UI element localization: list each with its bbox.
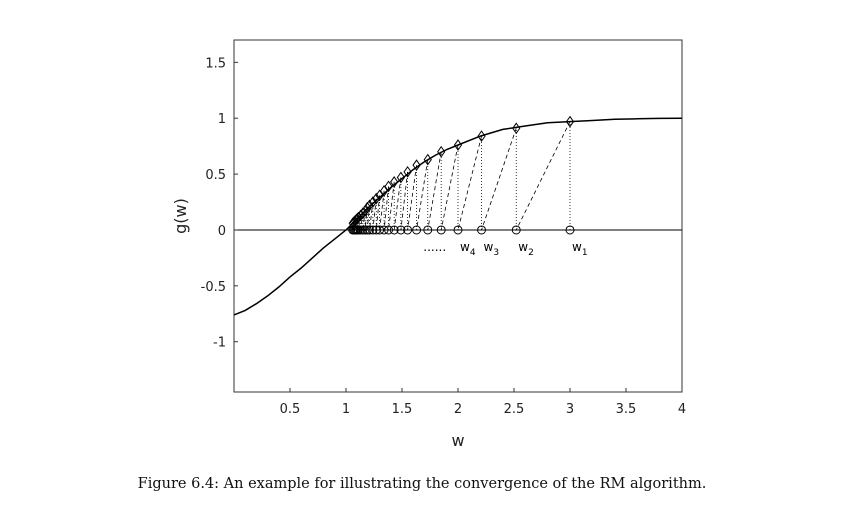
- update-dashed-line: [440, 144, 459, 231]
- iterate-label-base: w: [572, 240, 582, 254]
- g-value-marker: [356, 209, 365, 222]
- iterate-marker: [389, 225, 399, 235]
- g-value-marker: [412, 159, 421, 172]
- x-tick-label: 2.5: [504, 402, 525, 417]
- update-dashed-line: [400, 171, 408, 231]
- y-tick-label: 0.5: [205, 168, 226, 183]
- iterate-marker: [412, 225, 422, 235]
- iterate-marker: [384, 225, 394, 235]
- update-dashed-line: [383, 186, 389, 231]
- x-tick-label: 4: [678, 402, 686, 417]
- g-value-marker: [403, 165, 412, 178]
- iterate-marker: [436, 225, 446, 235]
- iterate-marker: [511, 225, 521, 235]
- figure-caption: Figure 6.4: An example for illustrating …: [137, 476, 707, 492]
- iterate-marker: [371, 225, 381, 235]
- g-value-marker: [384, 180, 393, 193]
- x-tick-label: 3: [566, 402, 574, 417]
- ellipsis-label: ......: [423, 240, 446, 254]
- y-axis-label: g(w): [171, 198, 190, 234]
- iterate-label: w3: [484, 240, 500, 258]
- iterate-marker: [348, 225, 358, 235]
- y-tick-label: 1.5: [205, 56, 226, 71]
- g-value-marker: [512, 122, 521, 135]
- g-value-marker: [348, 217, 357, 230]
- update-dashed-line: [481, 128, 517, 231]
- iterate-label: w2: [518, 240, 534, 258]
- g-value-marker: [437, 145, 446, 158]
- update-dashed-line: [372, 198, 377, 231]
- iterate-marker: [365, 225, 375, 235]
- g-value-marker: [565, 115, 575, 128]
- g-value-marker: [358, 207, 367, 220]
- update-dashed-line: [369, 201, 374, 231]
- update-dashed-line: [407, 165, 417, 231]
- iterate-marker: [396, 225, 406, 235]
- iterate-label-subscript: 3: [493, 248, 499, 258]
- iterate-label-subscript: 2: [528, 248, 534, 258]
- x-tick-label: 1: [342, 402, 350, 417]
- y-tick-label: -1: [213, 336, 226, 351]
- iterate-label-base: w: [460, 240, 470, 254]
- x-axis-label: w: [451, 431, 464, 450]
- g-value-marker: [379, 184, 389, 197]
- g-value-marker: [477, 130, 486, 142]
- update-dashed-line: [375, 195, 380, 231]
- update-dashed-line: [457, 136, 482, 231]
- update-dashed-line: [393, 177, 402, 231]
- g-value-marker: [368, 196, 377, 208]
- iterate-marker: [423, 225, 433, 235]
- g-value-marker: [396, 171, 405, 184]
- g-value-marker: [375, 189, 384, 202]
- y-tick-label: 1: [218, 112, 226, 127]
- x-tick-label: 1.5: [392, 402, 413, 417]
- y-tick-label: -0.5: [201, 280, 226, 295]
- iterate-label: w1: [572, 240, 588, 258]
- iterate-label: w4: [460, 240, 476, 258]
- iterate-marker: [565, 225, 575, 235]
- g-value-marker: [453, 139, 463, 151]
- update-dashed-line: [515, 121, 571, 231]
- x-tick-label: 0.5: [280, 402, 301, 417]
- g-value-marker: [423, 153, 432, 166]
- iterate-marker: [453, 225, 463, 235]
- update-dashed-line: [416, 159, 429, 231]
- y-tick-label: 0: [218, 224, 226, 239]
- x-tick-label: 2: [454, 402, 462, 417]
- iterate-label-subscript: 1: [582, 248, 588, 258]
- iterate-marker: [403, 225, 413, 235]
- g-value-marker: [390, 176, 399, 188]
- update-dashed-line: [427, 151, 442, 231]
- g-value-marker: [365, 199, 374, 212]
- iterate-marker: [362, 225, 372, 235]
- iterate-marker: [477, 225, 487, 235]
- g-value-marker: [372, 192, 381, 205]
- plot-content: 0.5 1 1.5 2 2.5 3 3.5 4-1-0.500.511.5w1w2w3w4..…: [201, 56, 687, 417]
- iterate-marker: [375, 225, 385, 235]
- update-dashed-line: [388, 181, 395, 231]
- iterate-label-base: w: [518, 240, 528, 254]
- plot-area: [233, 39, 683, 393]
- x-tick-label: 3.5: [616, 402, 637, 417]
- g-value-marker: [360, 205, 370, 217]
- iterate-label-subscript: 4: [470, 248, 476, 258]
- iterate-label-base: w: [484, 240, 494, 254]
